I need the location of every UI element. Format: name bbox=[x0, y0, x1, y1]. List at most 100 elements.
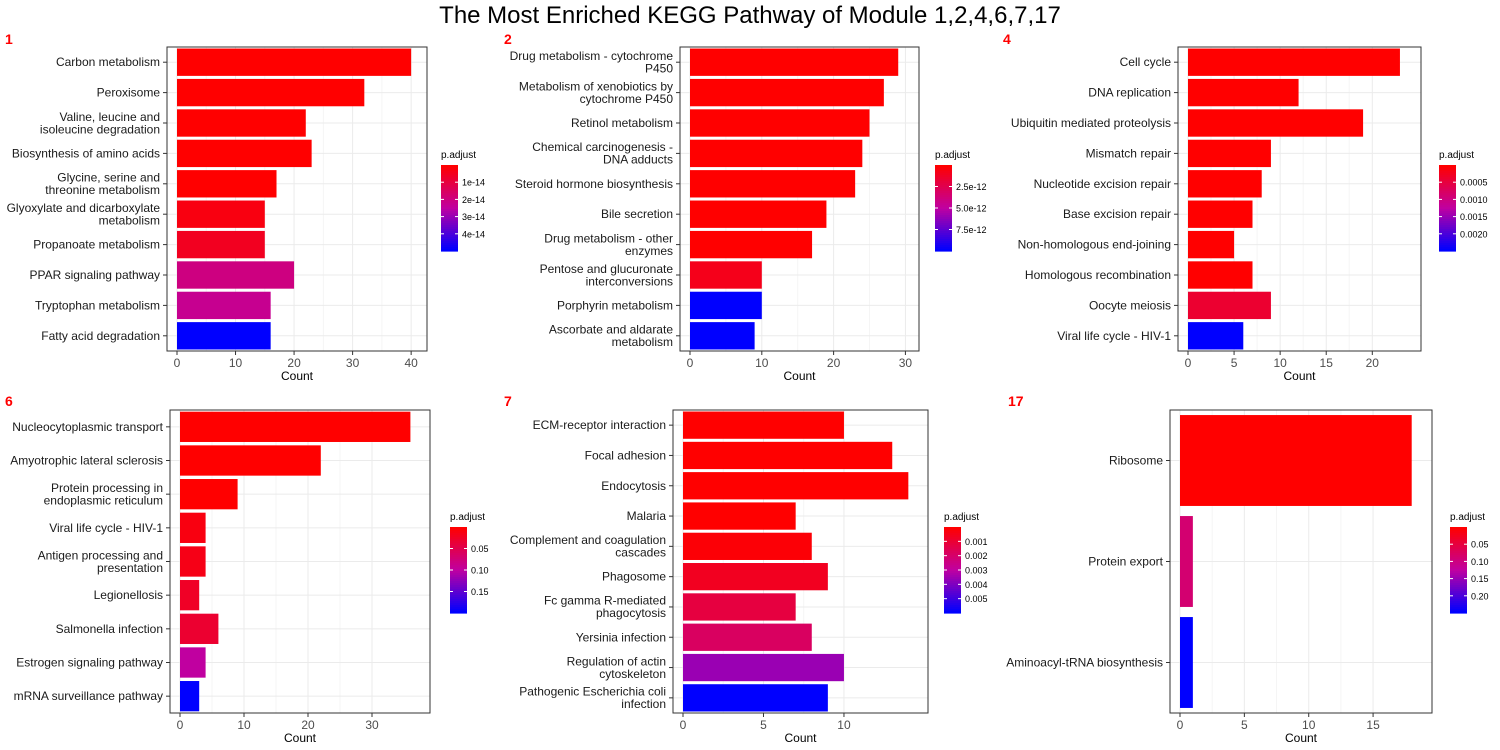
legend-gradient-step bbox=[450, 559, 467, 562]
legend-gradient-step bbox=[1439, 175, 1456, 178]
legend-gradient-step bbox=[944, 557, 961, 560]
bar bbox=[683, 502, 796, 530]
x-tick-label: 0 bbox=[174, 356, 181, 370]
legend-gradient-step bbox=[441, 211, 458, 214]
legend-gradient-step bbox=[450, 573, 467, 576]
bar bbox=[690, 200, 827, 228]
category-label: Focal adhesion bbox=[585, 448, 666, 462]
legend-gradient-step bbox=[935, 217, 952, 220]
legend-gradient-step bbox=[1439, 203, 1456, 206]
legend-gradient-step bbox=[935, 249, 952, 252]
legend-gradient-step bbox=[1450, 581, 1467, 584]
panel-4: 4 Cell cycle DNA replication Ubiquitin medi… bbox=[1003, 31, 1488, 383]
legend-label: 0.15 bbox=[1471, 574, 1489, 584]
legend-gradient-step bbox=[1450, 577, 1467, 580]
bar bbox=[180, 411, 411, 442]
bar bbox=[683, 653, 844, 682]
legend-title: p.adjust bbox=[441, 150, 476, 161]
x-axis-label: Count bbox=[1283, 369, 1316, 383]
legend-gradient-step bbox=[1439, 249, 1456, 252]
legend-gradient-step bbox=[1439, 225, 1456, 228]
legend-title: p.adjust bbox=[944, 512, 979, 523]
plot-border bbox=[1177, 46, 1422, 352]
category-label: PPAR signaling pathway bbox=[29, 268, 160, 282]
legend-gradient-step bbox=[450, 611, 467, 614]
legend-gradient-step bbox=[1439, 171, 1456, 174]
legend-gradient-step bbox=[450, 599, 467, 602]
legend-gradient-step bbox=[441, 243, 458, 246]
bar bbox=[1188, 230, 1235, 259]
legend-gradient-step bbox=[1439, 217, 1456, 220]
category-label: Viral life cycle - HIV-1 bbox=[49, 521, 163, 535]
legend-gradient-step bbox=[1450, 539, 1467, 542]
legend-gradient-step bbox=[441, 181, 458, 184]
bar bbox=[180, 580, 200, 611]
category-label: Drug metabolism - other enzymes bbox=[544, 231, 673, 258]
bar bbox=[690, 170, 856, 198]
legend-gradient-step bbox=[441, 213, 458, 216]
legend-gradient-step bbox=[1439, 243, 1456, 246]
legend-gradient-step bbox=[1450, 573, 1467, 576]
x-tick-label: 15 bbox=[1320, 356, 1334, 370]
legend-gradient-step bbox=[935, 215, 952, 218]
legend-gradient-step bbox=[441, 185, 458, 188]
legend-gradient-step bbox=[441, 235, 458, 238]
category-label: Ribosome bbox=[1109, 454, 1163, 468]
legend-gradient-step bbox=[441, 249, 458, 252]
legend-gradient-step bbox=[1439, 189, 1456, 192]
legend-gradient-step bbox=[1439, 165, 1456, 168]
legend-gradient-step bbox=[441, 217, 458, 220]
legend-gradient-step bbox=[1439, 241, 1456, 244]
legend-gradient-step bbox=[1439, 193, 1456, 196]
x-tick-label: 5 bbox=[1241, 718, 1248, 732]
legend-label: 0.05 bbox=[1471, 540, 1489, 550]
legend-label: 0.10 bbox=[1471, 557, 1489, 567]
legend-gradient-step bbox=[944, 569, 961, 572]
legend-gradient-step bbox=[1450, 589, 1467, 592]
legend-gradient-step bbox=[1450, 587, 1467, 590]
legend-gradient-step bbox=[1439, 245, 1456, 248]
legend-gradient-step bbox=[450, 593, 467, 596]
x-tick-label: 10 bbox=[229, 356, 243, 370]
bar bbox=[690, 109, 870, 137]
legend-gradient-step bbox=[1450, 567, 1467, 570]
legend-gradient-step bbox=[1450, 583, 1467, 586]
legend-gradient-step bbox=[1439, 173, 1456, 176]
legend-gradient-step bbox=[944, 591, 961, 594]
bar bbox=[177, 200, 265, 228]
bar bbox=[177, 170, 277, 198]
legend-gradient-step bbox=[441, 221, 458, 224]
legend-gradient-step bbox=[944, 529, 961, 532]
legend-gradient-step bbox=[935, 245, 952, 248]
legend-gradient-step bbox=[944, 583, 961, 586]
legend-gradient-step bbox=[441, 231, 458, 234]
bar bbox=[177, 139, 312, 168]
legend-gradient-step bbox=[935, 225, 952, 228]
x-tick-label: 0 bbox=[1185, 356, 1192, 370]
legend-gradient-step bbox=[935, 219, 952, 222]
category-label: Base excision repair bbox=[1063, 207, 1171, 221]
bar bbox=[1188, 261, 1253, 289]
category-label: mRNA surveillance pathway bbox=[14, 689, 163, 703]
x-tick-label: 0 bbox=[1177, 718, 1184, 732]
legend-gradient-step bbox=[450, 589, 467, 592]
legend-gradient-step bbox=[944, 555, 961, 558]
x-axis-label: Count bbox=[284, 731, 317, 745]
legend-gradient-step bbox=[935, 177, 952, 180]
legend-gradient-step bbox=[1450, 553, 1467, 556]
category-label: Fc gamma R-mediated phagocytosis bbox=[544, 594, 666, 621]
panel-label: 2 bbox=[504, 31, 512, 47]
category-label: Glyoxylate and dicarboxylate metabolism bbox=[7, 201, 161, 228]
legend-gradient-step bbox=[944, 599, 961, 602]
legend-gradient-step bbox=[450, 569, 467, 572]
legend-gradient-step bbox=[441, 171, 458, 174]
legend-gradient-step bbox=[441, 173, 458, 176]
legend-gradient-step bbox=[1450, 561, 1467, 564]
x-tick-label: 5 bbox=[1231, 356, 1238, 370]
bar bbox=[1188, 48, 1400, 76]
legend-gradient-step bbox=[935, 221, 952, 224]
bar bbox=[690, 139, 863, 168]
x-tick-label: 20 bbox=[827, 356, 841, 370]
legend-gradient-step bbox=[1439, 229, 1456, 232]
legend-gradient-step bbox=[935, 195, 952, 198]
